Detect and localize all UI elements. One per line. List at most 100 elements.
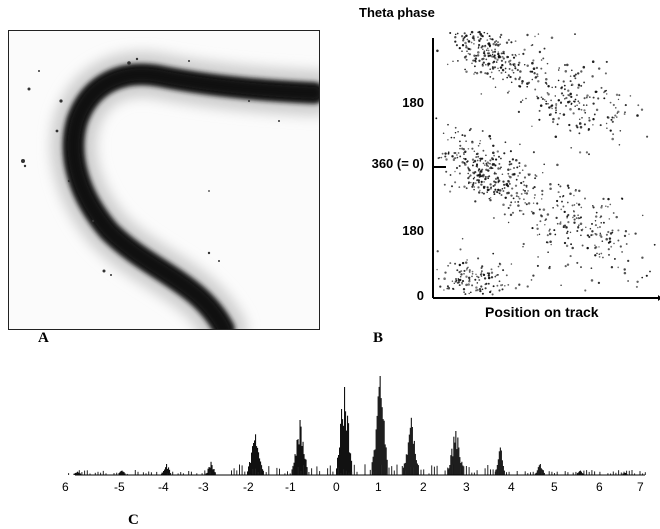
- scatter-point: [575, 217, 578, 219]
- scatter-point: [495, 274, 498, 277]
- scatter-point: [510, 263, 513, 265]
- scatter-point: [503, 187, 506, 189]
- histogram-bar: [406, 454, 408, 475]
- scatter-point: [474, 200, 477, 203]
- scatter-point: [495, 172, 497, 175]
- scatter-point: [498, 280, 501, 283]
- scatter-point: [530, 210, 533, 213]
- scatter-point: [624, 104, 627, 107]
- scatter-point: [459, 275, 462, 278]
- histogram-bar: [413, 440, 415, 475]
- histogram-bar: [247, 471, 249, 475]
- scatter-point: [601, 256, 604, 259]
- y-tick-label: 360 (= 0): [371, 156, 424, 171]
- scatter-point: [514, 54, 517, 56]
- scatter-point: [598, 253, 601, 255]
- scatter-point: [600, 222, 602, 224]
- scatter-point: [452, 158, 456, 162]
- histogram-bar: [607, 473, 609, 475]
- scatter-point: [508, 182, 511, 185]
- scatter-point: [513, 63, 516, 66]
- scatter-point: [507, 284, 510, 286]
- scatter-point: [572, 210, 575, 212]
- histogram-bar: [257, 472, 259, 475]
- scatter-point: [584, 197, 586, 200]
- histogram-bar: [345, 411, 347, 475]
- scatter-point: [493, 154, 495, 157]
- scatter-point: [471, 272, 474, 275]
- scatter-point: [553, 229, 556, 232]
- scatter-point: [502, 78, 504, 81]
- scatter-point: [467, 177, 470, 180]
- scatter-point: [466, 160, 469, 163]
- scatter-point: [502, 69, 505, 72]
- scatter-point: [506, 91, 509, 94]
- scatter-point: [536, 264, 539, 267]
- scatter-point: [567, 93, 570, 97]
- scatter-point: [580, 206, 583, 209]
- scatter-point: [443, 289, 445, 291]
- scatter-point: [482, 186, 486, 189]
- scatter-point: [471, 284, 474, 287]
- scatter-point: [564, 70, 568, 73]
- scatter-point: [465, 70, 468, 74]
- scatter-point: [497, 52, 500, 56]
- histogram-bar: [239, 464, 240, 475]
- scatter-point: [481, 270, 483, 272]
- scatter-point: [452, 60, 454, 63]
- scatter-point: [544, 224, 546, 226]
- scatter-point: [543, 47, 546, 50]
- scatter-point: [461, 160, 464, 164]
- scatter-point: [645, 274, 648, 277]
- scatter-point: [590, 267, 593, 270]
- scatter-point: [532, 202, 535, 204]
- scatter-point: [544, 81, 548, 84]
- scatter-point: [473, 150, 476, 152]
- scatter-point: [617, 110, 620, 114]
- histogram-bar: [448, 468, 450, 475]
- scatter-point: [458, 164, 461, 168]
- scatter-point: [487, 177, 490, 180]
- scatter-point: [538, 50, 542, 54]
- scatter-point: [530, 279, 533, 281]
- scatter-point: [478, 279, 481, 281]
- scatter-point: [457, 278, 460, 280]
- scatter-point: [450, 185, 454, 188]
- histogram-bar: [407, 442, 409, 475]
- scatter-point: [559, 101, 563, 104]
- scatter-point: [564, 64, 566, 66]
- scatter-point: [595, 233, 598, 236]
- scatter-point: [489, 199, 492, 202]
- scatter-point: [454, 152, 457, 154]
- scatter-point: [539, 220, 542, 223]
- histogram-bar: [457, 437, 459, 475]
- scatter-point: [612, 133, 615, 136]
- histogram-bar: [463, 466, 465, 475]
- scatter-point: [477, 46, 480, 48]
- scatter-point: [488, 134, 491, 138]
- scatter-point: [546, 92, 549, 94]
- scatter-point: [480, 183, 483, 186]
- scatter-point: [492, 285, 495, 288]
- scatter-point: [597, 67, 601, 70]
- histogram-bar: [340, 423, 342, 475]
- scatter-point: [578, 224, 580, 226]
- scatter-point: [487, 49, 490, 52]
- scatter-point: [466, 259, 468, 261]
- histogram-bar: [449, 465, 451, 475]
- scatter-point: [497, 167, 500, 170]
- scatter-point: [592, 206, 595, 209]
- scatter-point: [572, 112, 575, 115]
- histogram-bar: [124, 473, 126, 475]
- histogram-bar: [255, 468, 256, 475]
- scatter-point: [520, 210, 523, 212]
- scatter-point: [588, 116, 591, 119]
- scatter-point: [465, 275, 468, 278]
- histogram-bar: [530, 472, 531, 475]
- histogram-bar: [524, 471, 526, 475]
- scatter-point: [472, 171, 475, 174]
- scatter-point: [437, 277, 440, 280]
- scatter-point: [453, 136, 455, 139]
- scatter-point: [569, 75, 572, 77]
- scatter-point: [447, 123, 449, 126]
